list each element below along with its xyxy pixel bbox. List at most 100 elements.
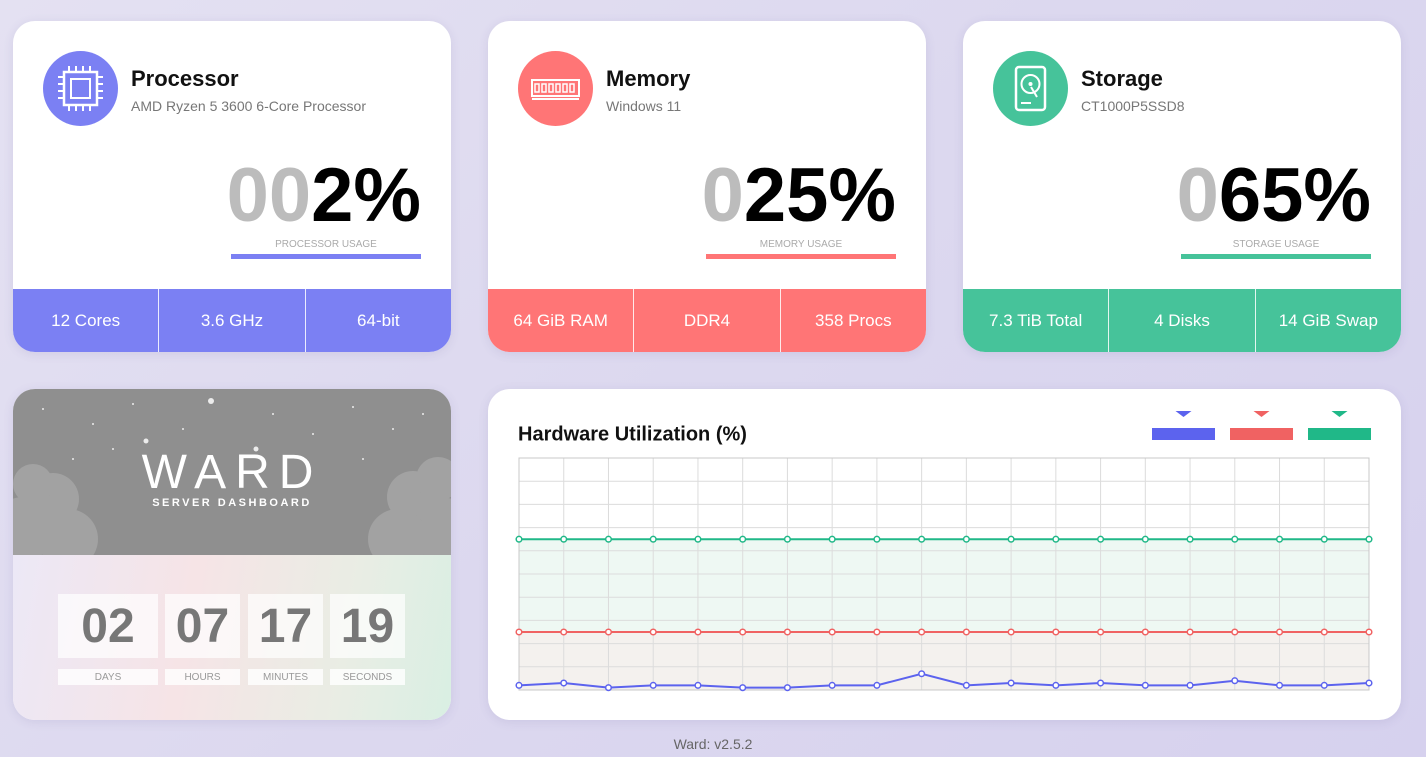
usage-bar <box>1181 254 1371 259</box>
data-point <box>1052 628 1060 636</box>
stat: 12 Cores <box>51 310 121 330</box>
stat-card: Storage CT1000P5SSD8 065% STORAGE USAGE 7.3 … <box>963 21 1401 352</box>
legend-marker <box>1175 411 1192 417</box>
banner: WARD SERVER DASHBOARD <box>13 389 451 555</box>
data-point <box>604 684 613 692</box>
data-point <box>1365 628 1373 636</box>
banner-art <box>13 398 451 555</box>
data-point <box>560 535 568 543</box>
stat-card: Memory Windows 11 025% MEMORY USAGE 64 GiB R… <box>488 21 926 352</box>
data-point <box>1186 628 1194 636</box>
data-point <box>1007 679 1015 687</box>
data-point <box>649 681 657 689</box>
data-point <box>694 628 702 636</box>
data-point <box>1275 535 1284 543</box>
data-point <box>1052 535 1060 543</box>
data-point <box>649 628 657 636</box>
data-point <box>1275 681 1284 689</box>
data-point <box>1231 677 1239 685</box>
data-point <box>783 684 791 692</box>
footer: Ward: v2.5.2 <box>673 736 753 752</box>
data-point <box>1007 535 1015 543</box>
data-point <box>918 670 926 678</box>
data-point <box>1275 628 1284 636</box>
card-title: Processor <box>131 66 239 91</box>
stat-card: Processor AMD Ryzen 5 3600 6-Core Process… <box>13 21 451 352</box>
usage-number: 65% <box>1218 153 1371 238</box>
stats-row: 64 GiB RAM DDR4 358 Procs <box>488 289 926 352</box>
usage-value: 065% <box>1177 158 1371 234</box>
stats-row: 7.3 TiB Total 4 Disks 14 GiB Swap <box>963 289 1401 352</box>
data-point <box>694 681 702 689</box>
data-point <box>1141 681 1149 689</box>
usage-label: MEMORY USAGE <box>759 239 843 250</box>
data-point <box>828 681 836 689</box>
legend-swatch <box>1152 428 1215 440</box>
data-point <box>962 628 970 636</box>
data-point <box>1231 535 1239 543</box>
uptime-value: 02 <box>58 594 158 658</box>
banner-subtitle: SERVER DASHBOARD <box>152 497 312 509</box>
card-icon <box>518 51 593 126</box>
stat: DDR4 <box>633 289 779 352</box>
data-point <box>604 535 613 543</box>
data-point <box>1320 535 1328 543</box>
uptime-card: WARD SERVER DASHBOARD 02 DAYS 07 HOURS 17 MIN… <box>13 389 451 720</box>
card-title: Storage <box>1081 66 1163 91</box>
stat: 64 GiB RAM <box>513 310 608 330</box>
usage-bar <box>706 254 896 259</box>
stat: 4 Disks <box>1108 289 1254 352</box>
card-icon <box>993 51 1068 126</box>
data-point <box>649 535 657 543</box>
data-point <box>560 679 568 687</box>
data-point <box>739 628 747 636</box>
usage-value: 002% <box>227 158 421 234</box>
data-point <box>1320 628 1328 636</box>
chart-title: Hardware Utilization (%) <box>518 423 747 445</box>
stats-row: 12 Cores 3.6 GHz 64-bit <box>13 289 451 352</box>
card-title: Memory <box>606 66 691 91</box>
usage-bar <box>231 254 421 259</box>
data-point <box>739 684 747 692</box>
data-point <box>515 681 523 689</box>
stat: 3.6 GHz <box>158 289 304 352</box>
plot-border <box>518 457 1370 691</box>
data-point <box>1186 535 1194 543</box>
series-line <box>518 672 1370 689</box>
card-subtitle: Windows 11 <box>606 98 682 114</box>
legend-swatch <box>1308 428 1371 440</box>
data-point <box>1231 628 1239 636</box>
data-point <box>515 535 523 543</box>
chart: Hardware Utilization (%) <box>515 411 1373 692</box>
data-point <box>1141 535 1149 543</box>
data-point <box>1365 535 1373 543</box>
data-point <box>828 628 836 636</box>
usage-padding: 0 <box>701 153 744 238</box>
usage-number: 2% <box>311 153 421 238</box>
data-point <box>783 535 791 543</box>
usage-value: 025% <box>702 158 896 234</box>
uptime-label: SECONDS <box>330 669 405 685</box>
usage-label: STORAGE USAGE <box>1232 239 1320 250</box>
banner-title: WARD <box>141 446 323 499</box>
data-point <box>918 535 926 543</box>
usage-label: PROCESSOR USAGE <box>275 239 377 250</box>
stat: 358 Procs <box>779 289 926 352</box>
card-icon <box>43 51 118 126</box>
data-point <box>515 628 523 636</box>
uptime-label: MINUTES <box>248 669 323 685</box>
data-point <box>783 628 791 636</box>
stat: 64-bit <box>304 289 451 352</box>
data-point <box>873 681 881 689</box>
data-point <box>1141 628 1149 636</box>
data-point <box>694 535 702 543</box>
stat: 7.3 TiB Total <box>989 310 1083 330</box>
uptime-value: 19 <box>330 594 405 658</box>
uptime-panel: 02 DAYS 07 HOURS 17 MINUTES 19 SECONDS <box>13 555 451 720</box>
data-point <box>1052 681 1060 689</box>
legend-marker <box>1331 411 1348 417</box>
uptime-value: 17 <box>248 594 323 658</box>
usage-number: 25% <box>743 153 896 238</box>
